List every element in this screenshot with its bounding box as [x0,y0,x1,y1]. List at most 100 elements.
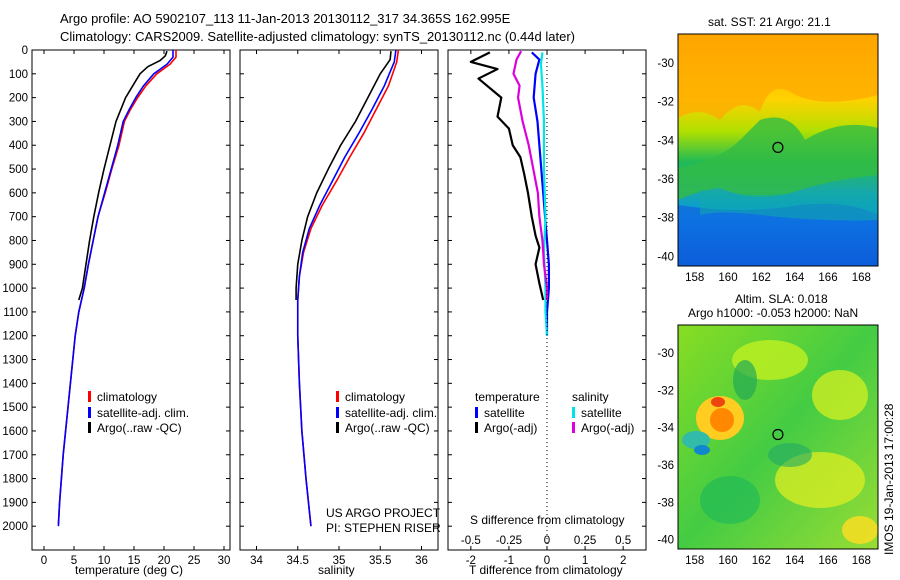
depth-tick-label: 1400 [2,378,28,390]
x2-tick-label: 0.25 [574,535,596,547]
legend-swatch-black [88,422,91,433]
x-tick-label: 0 [41,555,47,567]
principal-investigator: PI: STEPHEN RISER [326,521,441,535]
tick-layer: 0 5 10 15 20 25 300100200300400500600700800900… [2,45,871,567]
s-difference-axis-label: S difference from climatology [470,513,625,527]
sla-map-title: Altim. SLA: 0.018 [735,292,828,306]
legend-swatch-red [336,391,339,402]
map-lon-label: 166 [818,272,837,284]
map-lon-label: 158 [685,272,704,284]
legend-swatch-blue [88,406,91,418]
imos-timestamp: IMOS 19-Jan-2013 17:00:28 [882,404,896,555]
map-lat-label: -30 [657,58,674,70]
depth-tick-label: 1800 [2,474,28,486]
x2-tick-label: 0.5 [615,535,631,547]
map-lat-label: -32 [657,385,674,397]
depth-tick-label: 400 [9,140,28,152]
sst-map [677,33,879,267]
map-lat-label: -32 [657,97,674,109]
legend-swatch-black [336,422,339,433]
x-tick-label: 20 [158,555,171,567]
x-tick-label: 25 [188,555,201,567]
t-difference-axis-label: T difference from climatology [469,563,623,577]
x-tick-label: 34 [250,555,263,567]
depth-tick-label: 2000 [2,521,28,533]
depth-tick-label: 1500 [2,402,28,414]
map-lon-label: 168 [852,555,871,567]
series-line-t-argo-adj- [469,51,545,301]
x-tick-label: 15 [128,555,141,567]
map-lat-label: -34 [657,423,674,435]
temperature-legend: climatology satellite-adj. clim. Argo(..… [88,390,189,437]
depth-tick-label: 1000 [2,283,28,295]
plot-title-line2: Climatology: CARS2009. Satellite-adjuste… [60,29,575,44]
x2-tick-label: -0.25 [496,535,522,547]
legend-swatch-red [88,391,91,402]
depth-tick-label: 500 [9,164,28,176]
depth-tick-label: 900 [9,259,28,271]
series-line-climatology [296,49,400,527]
series-line-satellite-adj-clim- [57,50,174,527]
map-lat-label: -36 [657,460,674,472]
legend-satellite: satellite-adj. clim. [345,405,438,420]
x-tick-label: 1 [582,555,588,567]
legend-swatch-blue [336,406,339,418]
legend-title-temperature: temperature [475,390,540,404]
x-tick-label: 2 [620,555,626,567]
legend-swatch-cyan [572,406,575,418]
sla-map-subtitle: Argo h1000: -0.053 h2000: NaN [688,306,859,320]
map-lon-label: 160 [718,272,737,284]
salinity-legend: climatology satellite-adj. clim. Argo(..… [336,390,437,437]
map-lon-label: 162 [752,272,771,284]
series-line-climatology [57,50,177,524]
salinity-panel [239,49,439,551]
map-lat-label: -38 [657,213,674,225]
map-lat-label: -40 [657,535,674,547]
salinity-axis-label: salinity [318,563,355,577]
depth-tick-label: 300 [9,116,28,128]
series-line-s-argo-adj- [512,50,549,300]
x-tick-label: 35.5 [369,555,391,567]
depth-tick-label: 100 [9,69,28,81]
depth-tick-label: 700 [9,212,28,224]
legend-swatch-magenta [572,422,575,433]
legend-argo: Argo(..raw -QC) [97,421,182,435]
depth-tick-label: 200 [9,93,28,105]
temperature-panel [31,49,231,551]
legend-swatch-blue [475,406,478,418]
x-tick-label: 5 [71,555,77,567]
x2-tick-label: 0 [544,535,550,547]
difference-legend-temperature: temperature satellite Argo(-adj) [475,390,540,437]
legend-t-satellite: satellite [484,405,525,420]
legend-t-argo: Argo(-adj) [484,421,538,435]
depth-tick-label: 0 [22,45,28,57]
map-lon-label: 168 [852,272,871,284]
map-lat-label: -36 [657,174,674,186]
x-tick-label: -1 [504,555,514,567]
argo-location-marker [772,428,784,441]
x2-tick-label: -0.5 [461,535,481,547]
legend-s-satellite: satellite [581,405,622,420]
series-line-s-satellite [539,52,549,336]
series-line-argo-raw-qc- [295,51,392,300]
x-tick-label: 0 [544,555,550,567]
map-lon-label: 160 [718,555,737,567]
sst-map-title: sat. SST: 21 Argo: 21.1 [708,15,831,29]
map-lon-label: 164 [785,555,805,567]
x-tick-label: 36 [415,555,428,567]
depth-tick-label: 600 [9,188,28,200]
map-lat-label: -38 [657,497,674,509]
map-lat-label: -30 [657,348,674,360]
x-tick-label: 34.5 [287,555,309,567]
depth-tick-label: 1200 [2,331,28,343]
plot-title-line1: Argo profile: AO 5902107_113 11-Jan-2013… [60,11,511,26]
x-tick-label: 10 [98,555,111,567]
project-credit: US ARGO PROJECT PI: STEPHEN RISER [326,506,441,536]
imos-stamp-text: IMOS 19-Jan-2013 17:00:28 [882,403,896,555]
map-lon-label: 162 [752,555,771,567]
x-tick-label: 30 [218,555,231,567]
map-lat-label: -40 [657,251,674,263]
x-tick-label: -2 [466,555,476,567]
series-line-argo-raw-qc- [78,50,168,301]
